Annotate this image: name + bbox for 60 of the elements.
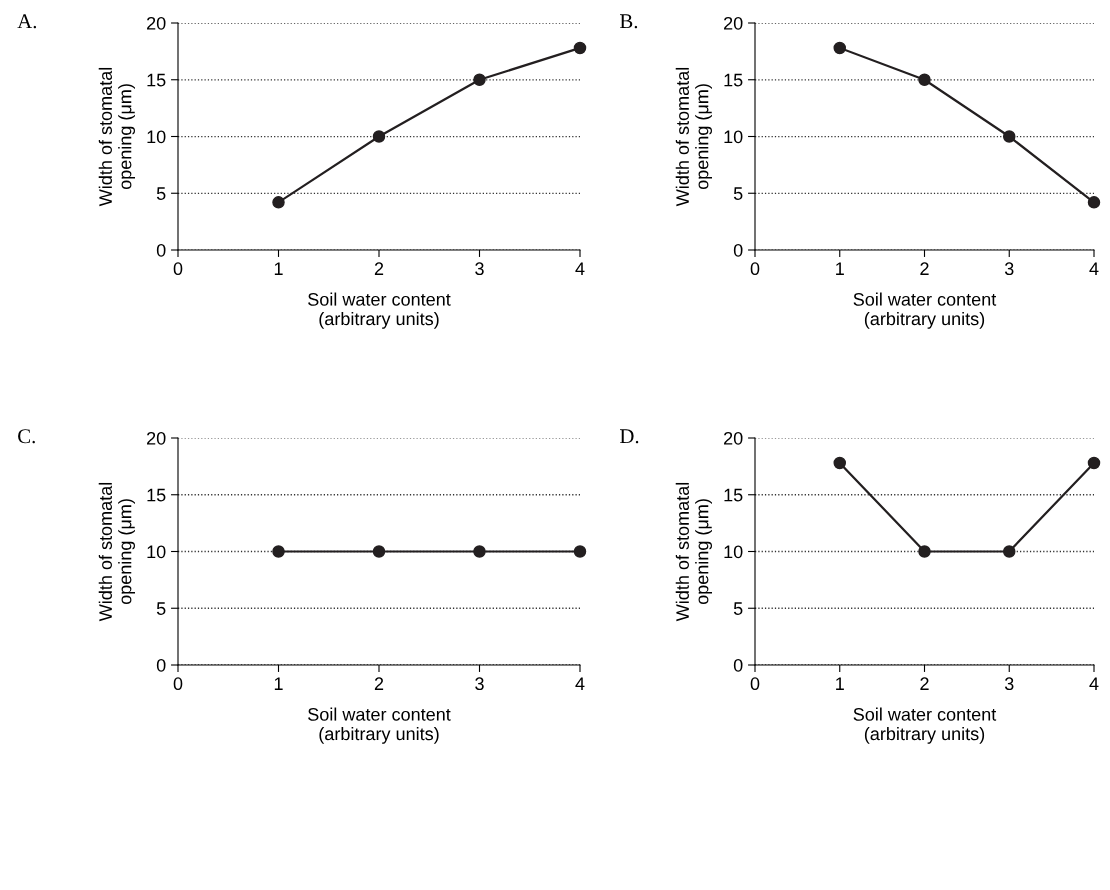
x-tick-label: 1 xyxy=(836,262,844,275)
x-tick-label: 0 xyxy=(173,677,183,691)
point xyxy=(573,41,587,55)
point xyxy=(473,73,486,87)
x-tick-label: 0 xyxy=(750,262,760,276)
y-tick-label: 0 xyxy=(733,658,743,672)
x-tick-label: 4 xyxy=(575,262,585,275)
point xyxy=(918,73,931,87)
x-tick-label: 1 xyxy=(274,262,283,275)
point xyxy=(272,196,285,209)
x-tick-label: 4 xyxy=(1089,677,1099,690)
point xyxy=(833,41,847,55)
y-tick-label: 10 xyxy=(724,130,743,144)
y-axis-title: Width of stomatal opening (μm) xyxy=(675,482,712,622)
x-tick-label: 3 xyxy=(475,262,484,276)
chart-title: D. xyxy=(620,429,639,444)
x-axis-title: Soil water content (arbitrary units) xyxy=(308,707,451,744)
y-tick-label: 0 xyxy=(733,243,743,257)
x-tick-label: 0 xyxy=(173,262,183,276)
x-tick-label: 4 xyxy=(1089,262,1099,275)
point xyxy=(1087,196,1101,209)
x-tick-label: 2 xyxy=(374,262,384,275)
x-tick-label: 1 xyxy=(836,677,844,690)
x-tick-label: 3 xyxy=(1004,677,1014,691)
y-tick-label: 0 xyxy=(156,243,166,257)
x-tick-label: 2 xyxy=(920,262,929,275)
x-tick-label: 0 xyxy=(750,677,760,691)
y-tick-label: 15 xyxy=(724,488,743,502)
x-tick-label: 1 xyxy=(274,677,283,690)
y-tick-label: 20 xyxy=(147,16,166,30)
y-axis-title: Width of stomatal opening (μm) xyxy=(98,67,135,207)
y-tick-label: 15 xyxy=(147,488,166,502)
x-tick-label: 2 xyxy=(374,677,384,690)
x-tick-label: 3 xyxy=(1004,262,1014,276)
chart-title: B. xyxy=(620,14,638,29)
x-tick-label: 2 xyxy=(920,677,929,690)
y-tick-label: 20 xyxy=(724,16,743,30)
y-tick-label: 10 xyxy=(147,545,166,559)
x-tick-label: 4 xyxy=(575,677,585,690)
chart-title: C. xyxy=(18,429,35,444)
x-axis-title: Soil water content (arbitrary units) xyxy=(853,707,997,744)
y-tick-label: 5 xyxy=(156,187,166,200)
y-tick-label: 5 xyxy=(733,187,743,200)
y-tick-label: 5 xyxy=(156,602,166,615)
point xyxy=(1002,130,1016,143)
x-axis-title: Soil water content (arbitrary units) xyxy=(308,292,451,329)
y-tick-label: 5 xyxy=(733,602,743,615)
y-tick-label: 20 xyxy=(724,431,743,445)
y-axis-title: Width of stomatal opening (μm) xyxy=(98,482,135,622)
x-tick-label: 3 xyxy=(475,677,484,691)
y-tick-label: 15 xyxy=(147,73,166,87)
y-tick-label: 15 xyxy=(724,73,743,87)
point xyxy=(372,130,386,143)
y-axis-title: Width of stomatal opening (μm) xyxy=(675,67,712,207)
y-tick-label: 10 xyxy=(724,545,743,559)
y-tick-label: 20 xyxy=(147,431,166,445)
y-tick-label: 0 xyxy=(156,658,166,672)
x-axis-title: Soil water content (arbitrary units) xyxy=(853,292,997,329)
y-tick-label: 10 xyxy=(147,130,166,144)
chart-title: A. xyxy=(17,14,37,29)
